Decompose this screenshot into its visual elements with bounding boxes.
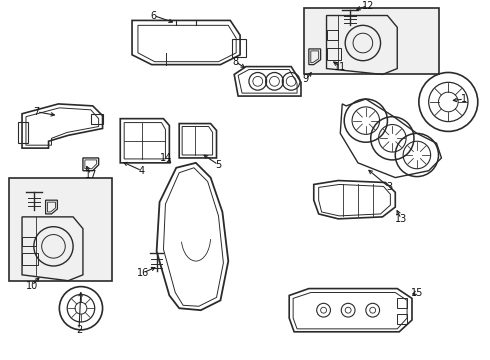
- Bar: [397, 314, 407, 324]
- Bar: [91, 114, 102, 123]
- Text: 2: 2: [76, 325, 82, 335]
- Text: 14: 14: [160, 153, 172, 163]
- Text: 17: 17: [85, 170, 97, 180]
- Bar: [18, 122, 28, 143]
- Text: 11: 11: [334, 62, 346, 72]
- Text: 10: 10: [26, 281, 38, 291]
- Text: 9: 9: [303, 75, 309, 84]
- Text: 5: 5: [215, 160, 221, 170]
- Bar: [22, 253, 38, 265]
- Bar: [304, 8, 440, 75]
- Bar: [326, 30, 338, 40]
- Text: 16: 16: [137, 268, 149, 278]
- Bar: [397, 298, 407, 308]
- Text: 15: 15: [411, 288, 423, 297]
- Text: 8: 8: [232, 57, 238, 67]
- Text: 13: 13: [395, 214, 407, 224]
- Bar: [326, 48, 341, 60]
- Text: 4: 4: [139, 166, 145, 176]
- Text: 1: 1: [461, 94, 467, 104]
- Text: 12: 12: [362, 1, 374, 11]
- Bar: [22, 237, 36, 246]
- Text: 6: 6: [150, 10, 157, 21]
- Bar: [232, 39, 246, 57]
- Bar: [9, 177, 112, 281]
- Text: 7: 7: [34, 107, 40, 117]
- Text: 3: 3: [386, 183, 392, 192]
